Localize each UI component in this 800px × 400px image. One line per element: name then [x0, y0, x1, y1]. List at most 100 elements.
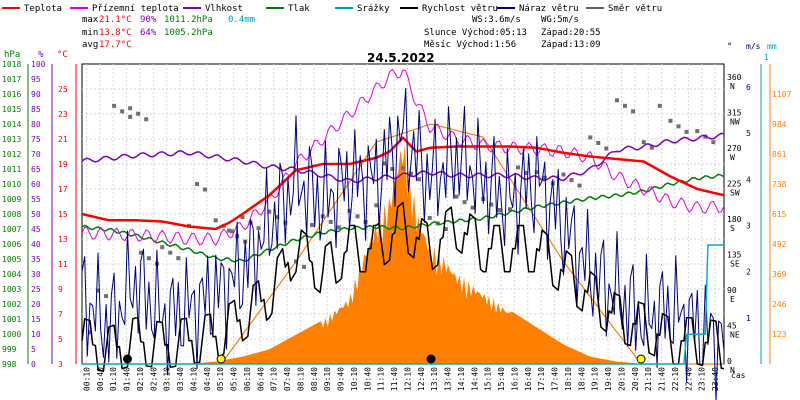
wind-direction-point — [355, 214, 360, 219]
sun-rise-info: Slunce Východ:05:13 — [424, 28, 527, 38]
axis-pct-tick: 15 — [31, 315, 41, 324]
axis-dir-tick: 135 — [727, 250, 742, 259]
axis-x-tick: 07:10 — [270, 367, 279, 391]
axis-pct-tick: 60 — [31, 180, 41, 189]
wind-direction-point — [649, 145, 654, 150]
wind-direction-point — [144, 117, 149, 122]
temperature-line — [81, 136, 725, 231]
axis-hpa-tick: 1000 — [2, 330, 21, 339]
axis-pct-tick: 50 — [31, 210, 41, 219]
axis-x-tick: 12:10 — [403, 367, 412, 391]
axis-dir-label: ° — [727, 42, 732, 52]
wind-direction-point — [577, 183, 582, 188]
axis-c-tick: 21 — [58, 135, 68, 144]
wind-direction-point — [363, 219, 368, 224]
axis-x-tick: 14:10 — [457, 367, 466, 391]
axis-x-tick: 00:40 — [96, 367, 105, 391]
wind-direction-point — [203, 187, 208, 192]
wind-direction-point — [508, 207, 512, 212]
axis-ms-tick: 5 — [746, 129, 751, 138]
axis-x-tick: 21:10 — [644, 367, 653, 391]
axis-dir-tick: 180 — [727, 215, 742, 224]
wind-direction-point — [615, 98, 619, 103]
wind-direction-point — [328, 219, 333, 224]
axis-mm-top: 1 — [764, 53, 769, 62]
axis-x-tick: 10:10 — [350, 367, 359, 391]
wind-direction-point — [534, 170, 539, 175]
wind-direction-point — [462, 200, 467, 205]
axis-x-tick: 14:40 — [470, 367, 479, 391]
stats-temp: 17.7°C — [99, 40, 132, 50]
axis-x-tick: 18:10 — [564, 367, 573, 391]
axis-hpa-tick: 999 — [2, 345, 17, 354]
wind-direction-point — [596, 140, 601, 145]
axis-x-tick: 15:10 — [484, 367, 493, 391]
axis-hpa-tick: 1004 — [2, 270, 21, 279]
axis-x-tick: 07:40 — [283, 367, 292, 391]
axis-c-tick: 13 — [58, 235, 68, 244]
axis-dir-tick: 225 — [727, 179, 742, 188]
axis-dir-tick: 0 — [727, 357, 732, 366]
axis-mm-label: mm — [767, 42, 777, 51]
axis-pct-tick: 90 — [31, 90, 41, 99]
wind-direction-point — [711, 140, 716, 145]
axis-hpa-tick: 1002 — [2, 300, 21, 309]
moon-set-marker — [426, 354, 436, 364]
axis-x-tick: 03:40 — [176, 367, 185, 391]
axis-ms-tick: 2 — [746, 268, 751, 277]
wind-direction-point — [229, 229, 234, 234]
wind-direction-point — [120, 109, 125, 114]
humidity-line — [81, 132, 725, 184]
wind-direction-point — [283, 220, 288, 225]
axis-sun-tick: 123 — [772, 330, 787, 339]
stats-temp: 21.1°C — [99, 15, 132, 25]
stats-humidity: 64% — [140, 28, 157, 38]
axis-x-tick: 01:10 — [109, 367, 118, 391]
wind-direction-point — [427, 215, 432, 220]
axis-x-tick: 11:40 — [390, 367, 399, 391]
axis-x-tick: 05:40 — [230, 367, 239, 391]
wind-direction-point — [136, 111, 141, 116]
wind-direction-point — [336, 225, 341, 230]
moon-rise-marker — [122, 354, 132, 364]
axis-ms-tick: 1 — [746, 314, 751, 323]
moon-rise-info: Měsíc Východ:1:56 — [424, 40, 516, 50]
wind-direction-point — [160, 245, 165, 250]
wind-direction-point — [88, 330, 93, 335]
axis-x-tick: 04:40 — [203, 367, 212, 391]
wind-direction-point — [417, 177, 422, 182]
wind-direction-point — [470, 205, 475, 210]
axis-x-label: čas — [731, 370, 746, 380]
axis-pct-tick: 10 — [31, 330, 41, 339]
axis-hpa-tick: 1008 — [2, 210, 21, 219]
stats-row-label: avg — [82, 40, 98, 50]
axis-x-tick: 09:10 — [323, 367, 332, 391]
axis-x-tick: 05:10 — [216, 367, 225, 391]
legend-label: Vlhkost — [205, 4, 243, 14]
sun-set-info: Západ:20:55 — [541, 28, 601, 38]
axis-pct-tick: 45 — [31, 225, 41, 234]
axis-hpa-tick: 1015 — [2, 105, 21, 114]
axis-sun-tick: 369 — [772, 270, 787, 279]
axis-x-tick: 06:10 — [243, 367, 252, 391]
wind-direction-point — [516, 165, 521, 170]
axis-dir-compass: E — [730, 295, 735, 304]
axis-pct-tick: 95 — [31, 75, 41, 84]
wind-direction-point — [195, 182, 200, 186]
chart-title: 24.5.2022 — [367, 51, 435, 65]
axis-pct-label: % — [38, 50, 44, 60]
wind-direction-point — [104, 294, 109, 299]
axis-x-tick: 15:40 — [497, 367, 506, 391]
axis-hpa-tick: 1005 — [2, 255, 21, 264]
axis-c-tick: 7 — [58, 310, 63, 319]
wind-direction-point — [401, 166, 405, 171]
legend-label: Náraz větru — [519, 4, 579, 14]
stats-pressure: 1005.2hPa — [164, 28, 213, 38]
wind-direction-point — [128, 114, 133, 119]
axis-sun-tick: 984 — [772, 120, 787, 129]
axis-x-tick: 13:10 — [430, 367, 439, 391]
pressure-line — [81, 173, 725, 263]
axis-x-tick: 22:40 — [684, 367, 693, 391]
